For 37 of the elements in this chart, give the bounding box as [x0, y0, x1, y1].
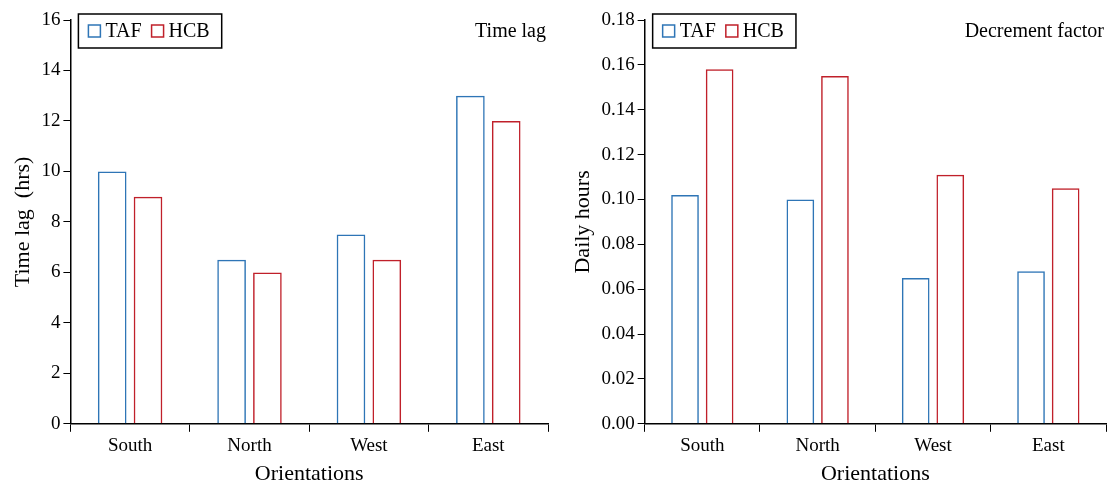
y-tick-label: 0.08 [601, 232, 635, 254]
y-tick-label: 0.16 [601, 52, 635, 74]
legend-label: TAF [105, 19, 142, 42]
y-tick-label: 0.10 [601, 187, 635, 209]
y-tick-label: 6 [50, 260, 61, 282]
x-tick-label: West [350, 434, 389, 456]
x-tick-label: West [914, 434, 953, 456]
y-tick-label: 0.04 [601, 322, 636, 344]
y-axis-title: Time lag (hrs) [8, 156, 34, 288]
legend-label: TAF [679, 19, 716, 42]
y-tick-label: 0.12 [601, 142, 635, 164]
x-tick-label: South [680, 434, 725, 456]
y-tick-label: 0.02 [601, 366, 635, 388]
y-tick-label: 8 [50, 209, 61, 231]
x-tick-label: East [1031, 434, 1066, 456]
legend-label: HCB [742, 19, 784, 42]
x-tick-label: North [227, 434, 273, 456]
y-tick-label: 0 [50, 411, 61, 433]
y-tick-label: 16 [41, 7, 61, 29]
chart-title: Decrement factor [964, 19, 1105, 42]
y-tick-label: 12 [41, 108, 61, 130]
x-axis-title: Orientations [820, 459, 930, 485]
y-tick-label: 14 [41, 58, 61, 80]
y-tick-label: 2 [50, 361, 61, 383]
y-tick-label: 10 [41, 159, 61, 181]
y-tick-label: 0.14 [601, 97, 636, 119]
legend-label: HCB [168, 19, 210, 42]
chart-title: Time lag [475, 19, 546, 43]
y-tick-label: 4 [50, 310, 61, 332]
y-tick-label: 0.18 [601, 7, 635, 29]
y-axis-title: Daily hours [568, 170, 594, 274]
x-axis-title: Orientations [254, 459, 364, 485]
y-tick-label: 0.00 [601, 411, 635, 433]
x-tick-label: South [107, 434, 153, 456]
x-tick-label: East [471, 434, 506, 456]
y-tick-label: 0.06 [601, 277, 635, 299]
x-tick-label: North [795, 434, 841, 456]
